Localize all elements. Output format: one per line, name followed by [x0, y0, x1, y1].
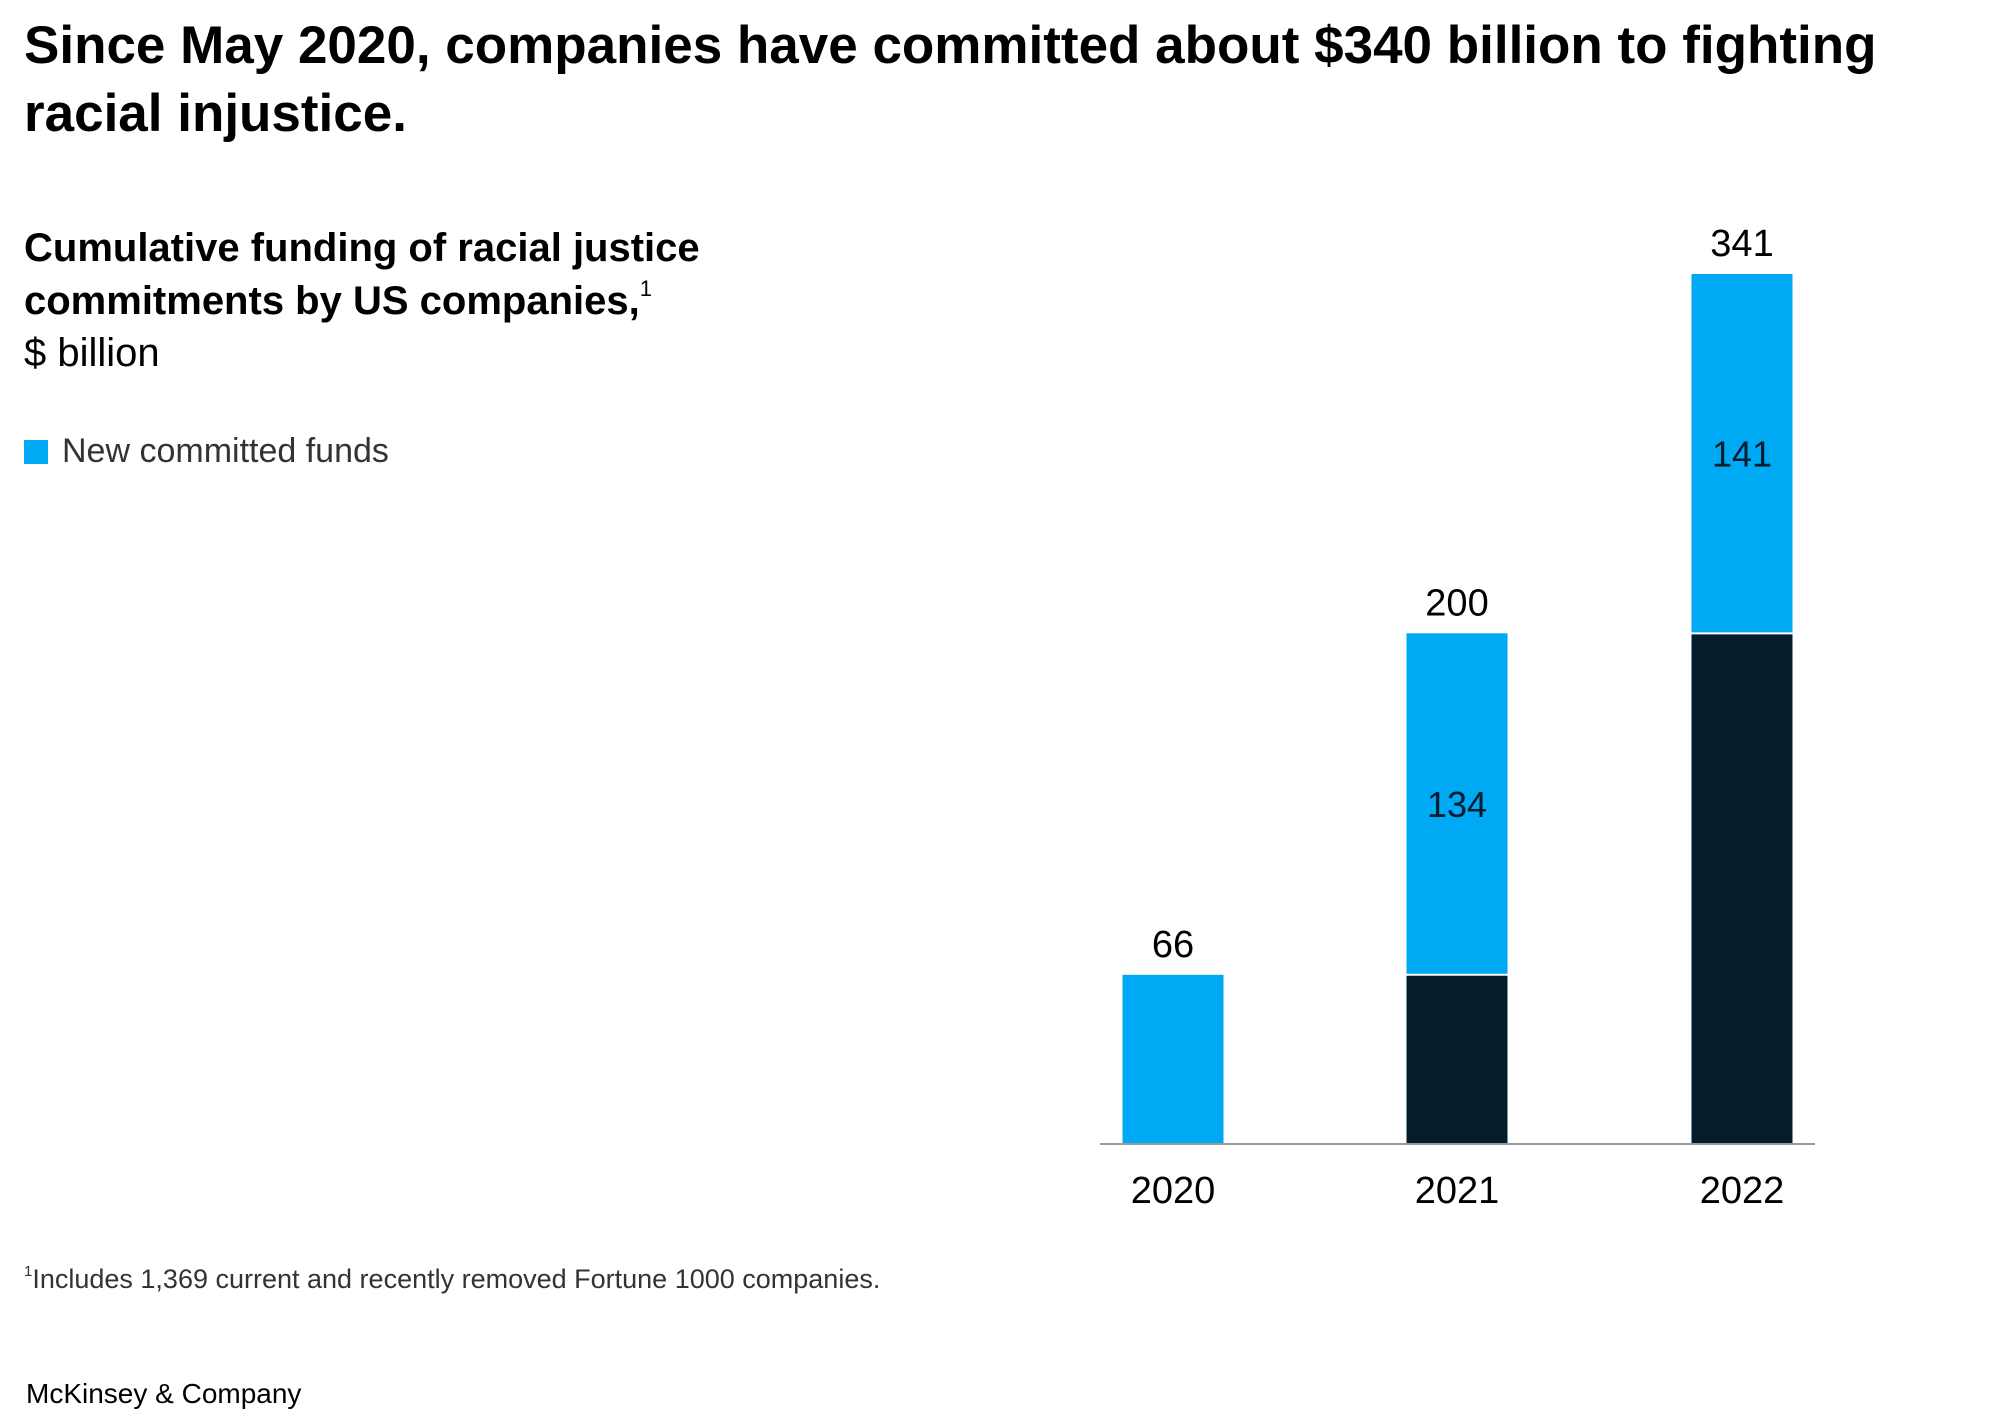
x-tick-label-2022: 2022 [1700, 1170, 1785, 1212]
bar-chart: 66 2020 134 200 2021 141 341 2022 [1100, 223, 1815, 1212]
bar-segment-2021-new [1406, 633, 1508, 975]
legend: New committed funds [24, 432, 389, 471]
total-label-2020: 66 [1152, 924, 1194, 966]
chart-subtitle-text: Cumulative funding of racial justice com… [24, 226, 700, 323]
legend-swatch-new-funds [24, 439, 48, 464]
chart-subtitle: Cumulative funding of racial justice com… [24, 222, 924, 328]
unit-label: $ billion [24, 331, 160, 375]
total-label-2021: 200 [1425, 582, 1488, 624]
bar-segment-2022-new [1691, 274, 1793, 634]
segment-label-2021: 134 [1427, 784, 1487, 825]
legend-label-new-funds: New committed funds [62, 432, 389, 470]
footnote-text: Includes 1,369 current and recently remo… [32, 1264, 881, 1294]
x-tick-label-2021: 2021 [1415, 1170, 1500, 1212]
subtitle-footnote-marker: 1 [639, 276, 652, 301]
bar-segment-2022-prior [1691, 633, 1793, 1143]
total-label-2022: 341 [1710, 223, 1773, 265]
chart-headline: Since May 2020, companies have committed… [24, 16, 1877, 143]
bar-segment-2021-prior [1406, 974, 1508, 1143]
footnote-marker: 1 [24, 1263, 33, 1280]
bar-segment-2020-new [1122, 974, 1224, 1143]
segment-label-2022: 141 [1712, 434, 1772, 475]
footnote: 1Includes 1,369 current and recently rem… [24, 1264, 880, 1295]
x-tick-label-2020: 2020 [1131, 1170, 1216, 1212]
brand-logo-text: McKinsey & Company [26, 1378, 302, 1409]
